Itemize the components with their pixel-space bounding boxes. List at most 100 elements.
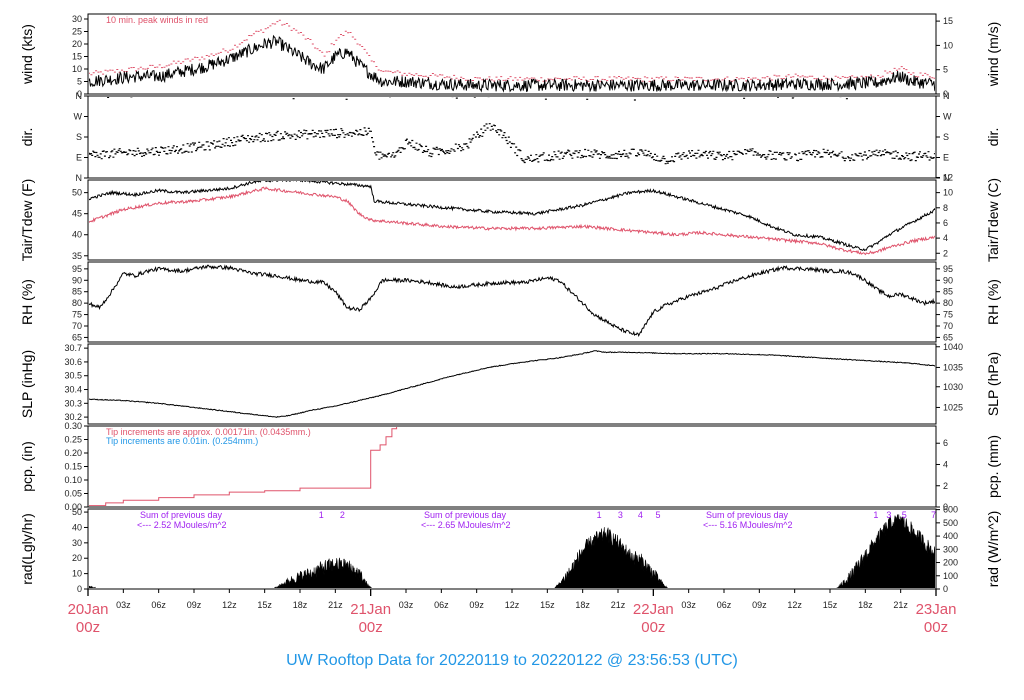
- panel-frame: [87, 261, 937, 343]
- right-tick-label: 95: [943, 264, 953, 274]
- tip-increment-note: Tip increments are approx. 0.00171in. (0…: [106, 427, 311, 437]
- left-tick-label: 0.30: [64, 421, 82, 431]
- right-tick-label: 6: [943, 438, 948, 448]
- right-tick-label: 0: [943, 584, 948, 594]
- hour-tick-label: 03z: [116, 600, 131, 610]
- right-tick-label: 1040: [943, 342, 963, 352]
- day-sum-label: Sum of previous day: [140, 510, 223, 520]
- left-tick-label: 0.05: [64, 489, 82, 499]
- right-tick-label: 300: [943, 544, 958, 554]
- right-tick-label: 65: [943, 332, 953, 342]
- day-sum-value: <--- 2.52 MJoules/m^2: [137, 520, 227, 530]
- right-tick-label: 85: [943, 287, 953, 297]
- left-axis-label: SLP (inHg): [19, 350, 35, 418]
- right-tick-label: S: [943, 132, 949, 142]
- right-tick-label: W: [943, 112, 952, 122]
- right-tick-label: 80: [943, 298, 953, 308]
- right-tick-label: 200: [943, 558, 958, 568]
- right-tick-label: 2: [943, 481, 948, 491]
- hour-tick-label: 06z: [434, 600, 449, 610]
- right-tick-label: 15: [943, 16, 953, 26]
- right-tick-label: 90: [943, 275, 953, 285]
- hour-tick-label: 15z: [823, 600, 838, 610]
- day-sum-label: Sum of previous day: [706, 510, 789, 520]
- right-tick-label: 10: [943, 40, 953, 50]
- right-tick-label: 6: [943, 218, 948, 228]
- right-tick-label: 75: [943, 310, 953, 320]
- hour-tick-label: 21z: [893, 600, 908, 610]
- sun-marker: 5: [656, 510, 661, 520]
- right-tick-label: 0: [943, 89, 948, 99]
- left-tick-label: W: [74, 112, 83, 122]
- panel-series: [89, 514, 935, 588]
- right-tick-label: 1030: [943, 382, 963, 392]
- right-tick-label: 8: [943, 203, 948, 213]
- panel-annotation: 10 min. peak winds in red: [106, 15, 208, 25]
- left-tick-label: 0: [77, 584, 82, 594]
- left-tick-label: 35: [72, 251, 82, 261]
- panel-series: [89, 350, 935, 418]
- right-tick-label: 0: [943, 502, 948, 512]
- hour-tick-label: 18z: [575, 600, 590, 610]
- day-date-label: 22Jan: [633, 601, 674, 618]
- day-sum-value: <--- 2.65 MJoules/m^2: [421, 520, 511, 530]
- right-tick-label: 1025: [943, 402, 963, 412]
- panel-series: [89, 427, 398, 506]
- right-tick-label: 1035: [943, 362, 963, 372]
- right-tick-label: 2: [943, 248, 948, 258]
- hour-tick-label: 03z: [681, 600, 696, 610]
- right-tick-label: N: [943, 173, 950, 183]
- right-tick-label: 5: [943, 65, 948, 75]
- left-tick-label: 10: [72, 569, 82, 579]
- hour-tick-label: 09z: [752, 600, 767, 610]
- series-line-red: [89, 186, 935, 256]
- left-tick-label: 30.3: [64, 398, 82, 408]
- sun-marker: 3: [886, 510, 891, 520]
- left-tick-label: 70: [72, 321, 82, 331]
- left-tick-label: 30.2: [64, 412, 82, 422]
- left-tick-label: 0.00: [64, 502, 82, 512]
- right-axis-label: SLP (hPa): [985, 352, 1001, 416]
- panel-wind: 0 5 10 15 20 25 30 0 5 10 15 wind (kts) wind (m/s) 10…: [19, 13, 1001, 99]
- chart-title: UW Rooftop Data for 20220119 to 20220122…: [286, 652, 738, 669]
- left-axis-label: Tair/Tdew (F): [19, 179, 35, 261]
- day-time-label: 00z: [76, 619, 100, 636]
- hour-tick-label: 09z: [469, 600, 484, 610]
- panel-pcp: 0.00 0.05 0.10 0.15 0.20 0.25 0.30 0 2 4 6 pcp. (in…: [19, 421, 1001, 512]
- hour-tick-label: 21z: [328, 600, 343, 610]
- left-tick-label: 30.7: [64, 343, 82, 353]
- sun-marker: 1: [319, 510, 324, 520]
- series-line-black: [89, 264, 935, 338]
- panel-frame: [87, 13, 937, 95]
- sun-marker: 3: [618, 510, 623, 520]
- hour-tick-label: 12z: [222, 600, 237, 610]
- right-tick-label: 100: [943, 571, 958, 581]
- left-tick-label: 50: [72, 507, 82, 517]
- left-tick-label: 0: [77, 89, 82, 99]
- left-tick-label: 0.20: [64, 448, 82, 458]
- panel-frame: [87, 95, 937, 179]
- hour-tick-label: 09z: [187, 600, 202, 610]
- hour-tick-label: 15z: [257, 600, 272, 610]
- left-tick-label: 50: [72, 188, 82, 198]
- hour-tick-label: 06z: [151, 600, 166, 610]
- panel-temp: 35 40 45 50 2 4 6 8 10 12 Tair/Tdew (F) Tair/Tdew (…: [19, 172, 1001, 262]
- left-tick-label: 30: [72, 14, 82, 24]
- series-line-black: [89, 350, 935, 418]
- left-axis-label: pcp. (in): [19, 441, 35, 492]
- left-axis-label: wind (kts): [19, 24, 35, 85]
- sun-marker: 1: [873, 510, 878, 520]
- right-axis-label: rad (W/m^2): [985, 511, 1001, 588]
- tip-increment-note: Tip increments are 0.01in. (0.254mm.): [106, 436, 258, 446]
- series-line-black: [89, 34, 935, 93]
- panel-series: [89, 181, 935, 256]
- left-tick-label: N: [76, 173, 83, 183]
- left-axis-label: dir.: [19, 128, 35, 147]
- hour-tick-label: 18z: [858, 600, 873, 610]
- right-tick-label: E: [943, 153, 949, 163]
- sun-marker: 4: [638, 510, 643, 520]
- left-tick-label: N: [76, 91, 83, 101]
- right-tick-label: 4: [943, 233, 948, 243]
- hour-tick-label: 18z: [293, 600, 308, 610]
- left-tick-label: 0.25: [64, 435, 82, 445]
